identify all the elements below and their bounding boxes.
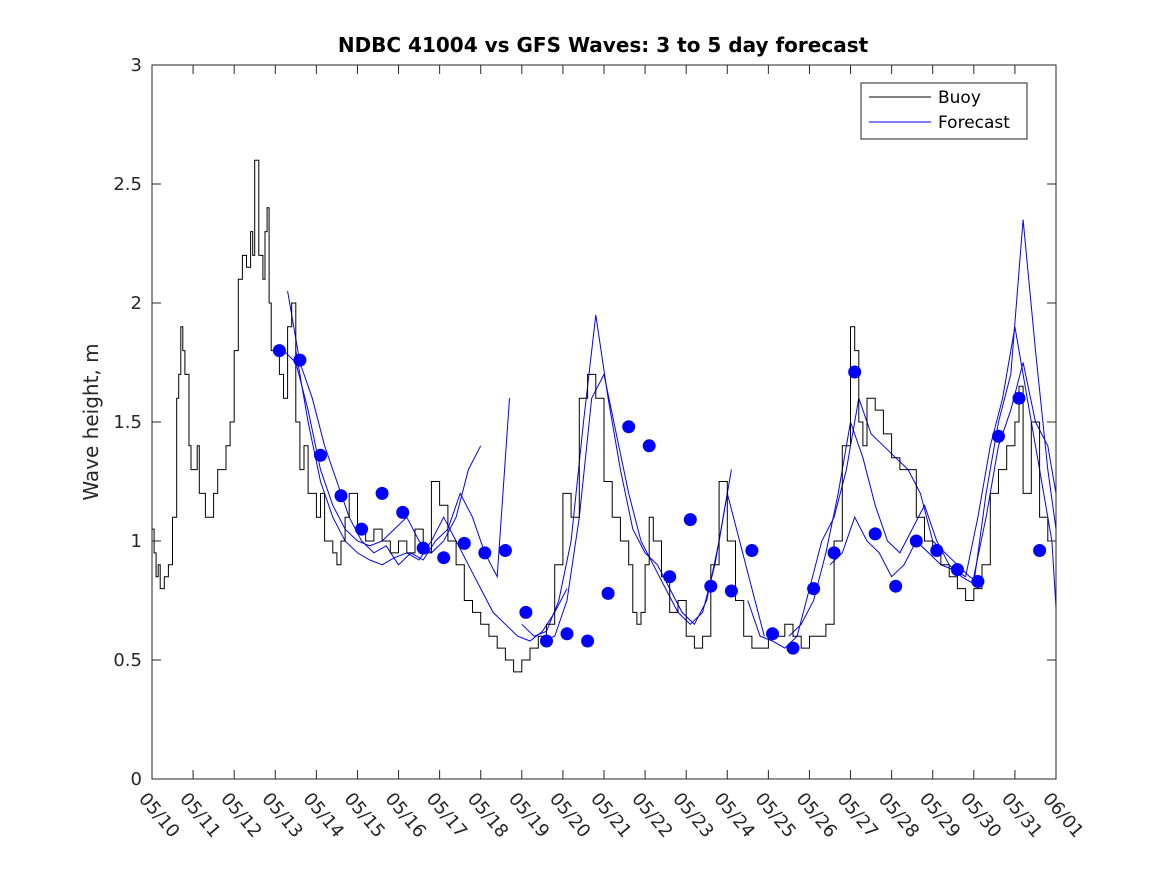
y-tick-label: 2.5: [113, 174, 142, 195]
forecast-point: [1033, 544, 1047, 557]
forecast-point: [416, 541, 430, 555]
legend-buoy-label: Buoy: [938, 88, 981, 108]
forecast-point: [1012, 391, 1026, 405]
forecast-point: [868, 527, 882, 541]
forecast-point: [272, 344, 286, 358]
forecast-line-7: [788, 219, 1057, 637]
forecast-point: [622, 420, 636, 434]
x-tick-label: 06/01: [1038, 789, 1087, 842]
forecast-point: [478, 546, 492, 560]
buoy-line: [152, 159, 1056, 673]
x-tick-label: 05/22: [627, 789, 676, 842]
forecast-point: [930, 544, 944, 557]
forecast-point: [663, 570, 677, 584]
forecast-point: [396, 505, 410, 519]
forecast-point: [560, 627, 574, 641]
forecast-point: [498, 544, 512, 557]
legend: Buoy Forecast: [860, 82, 1028, 140]
forecast-point: [540, 634, 553, 648]
forecast-point: [457, 536, 471, 550]
x-tick-label: 05/17: [422, 789, 471, 842]
x-tick-label: 05/13: [257, 789, 306, 842]
legend-forecast-label: Forecast: [938, 113, 1010, 133]
forecast-line-2: [287, 291, 510, 579]
x-tick-label: 05/23: [668, 789, 717, 842]
chart-title: NDBC 41004 vs GFS Waves: 3 to 5 day fore…: [338, 33, 869, 57]
x-tick-label: 05/28: [874, 789, 923, 842]
x-tick-label: 05/30: [956, 789, 1005, 842]
x-tick-label: 05/29: [915, 789, 964, 842]
x-tick-label: 05/24: [709, 789, 758, 842]
forecast-point: [375, 486, 389, 500]
forecast-point: [437, 551, 451, 565]
y-tick-label: 1.5: [113, 412, 142, 433]
x-tick-label: 05/12: [216, 789, 265, 842]
forecast-point: [334, 489, 348, 503]
forecast-point: [355, 522, 369, 536]
forecast-point: [724, 584, 738, 598]
forecast-line-9: [973, 362, 1057, 577]
forecast-point: [601, 586, 615, 600]
x-tick-label: 05/21: [586, 789, 635, 842]
forecast-point: [766, 627, 779, 641]
plot-layer: [152, 159, 1057, 673]
x-tick-label: 05/10: [134, 789, 183, 842]
forecast-point: [314, 448, 327, 462]
y-tick-label: 0.5: [113, 650, 142, 671]
y-axis-label: Wave height, m: [79, 343, 103, 500]
forecast-point: [950, 563, 964, 577]
x-tick-label: 05/19: [504, 789, 553, 842]
forecast-point: [293, 353, 307, 367]
x-tick-label: 05/25: [751, 789, 800, 842]
forecast-point: [848, 365, 862, 379]
x-tick-label: 05/18: [463, 789, 512, 842]
x-tick-label: 05/11: [175, 789, 224, 842]
x-tick-label: 05/20: [545, 789, 594, 842]
forecast-point: [642, 439, 656, 453]
forecast-point: [992, 429, 1005, 443]
y-tick-label: 2: [131, 293, 142, 314]
y-axis: 0 0.5 1 1.5 2 2.5 3: [113, 55, 1056, 790]
x-tick-label: 05/27: [833, 789, 882, 842]
forecast-point: [827, 546, 841, 560]
forecast-point: [889, 579, 903, 593]
y-tick-label: 0: [131, 769, 142, 790]
forecast-point: [704, 579, 718, 593]
forecast-point: [807, 582, 821, 596]
x-tick-label: 05/26: [792, 789, 841, 842]
forecast-point: [745, 544, 759, 557]
forecast-point: [909, 534, 923, 548]
y-tick-label: 3: [131, 55, 142, 76]
legend-box: [860, 82, 1028, 140]
x-tick-label: 05/15: [340, 789, 389, 842]
forecast-line-8: [829, 326, 1057, 608]
forecast-point: [786, 641, 800, 655]
forecast-point: [581, 634, 595, 648]
forecast-point: [683, 513, 697, 527]
x-tick-label: 05/31: [997, 789, 1046, 842]
x-tick-label: 05/16: [381, 789, 430, 842]
forecast-point: [971, 575, 985, 588]
x-tick-label: 05/14: [299, 789, 348, 842]
forecast-line-4: [521, 314, 732, 637]
forecast-point: [519, 605, 533, 619]
y-tick-label: 1: [131, 531, 142, 552]
